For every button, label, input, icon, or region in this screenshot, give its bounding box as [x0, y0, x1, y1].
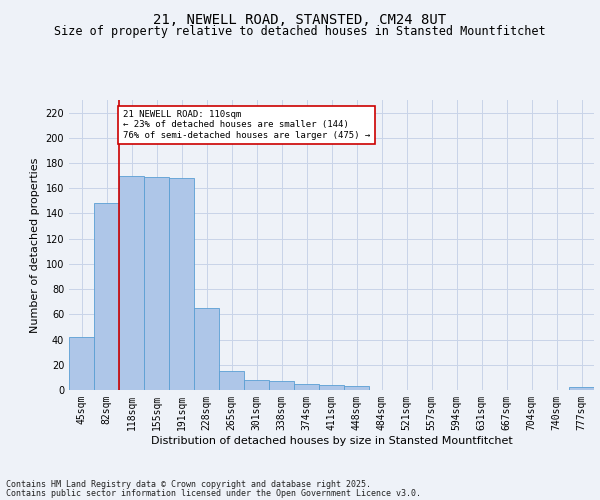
Text: Contains public sector information licensed under the Open Government Licence v3: Contains public sector information licen…	[6, 488, 421, 498]
X-axis label: Distribution of detached houses by size in Stansted Mountfitchet: Distribution of detached houses by size …	[151, 436, 512, 446]
Text: 21, NEWELL ROAD, STANSTED, CM24 8UT: 21, NEWELL ROAD, STANSTED, CM24 8UT	[154, 12, 446, 26]
Y-axis label: Number of detached properties: Number of detached properties	[30, 158, 40, 332]
Bar	[219, 371, 244, 390]
Bar	[94, 204, 119, 390]
Bar	[194, 308, 219, 390]
Bar	[319, 385, 344, 390]
Bar	[244, 380, 269, 390]
Bar	[119, 176, 144, 390]
Bar	[344, 386, 369, 390]
Bar	[144, 177, 169, 390]
Bar	[169, 178, 194, 390]
Text: 21 NEWELL ROAD: 110sqm
← 23% of detached houses are smaller (144)
76% of semi-de: 21 NEWELL ROAD: 110sqm ← 23% of detached…	[123, 110, 370, 140]
Text: Size of property relative to detached houses in Stansted Mountfitchet: Size of property relative to detached ho…	[54, 25, 546, 38]
Bar	[69, 337, 94, 390]
Bar	[294, 384, 319, 390]
Text: Contains HM Land Registry data © Crown copyright and database right 2025.: Contains HM Land Registry data © Crown c…	[6, 480, 371, 489]
Bar	[269, 381, 294, 390]
Bar	[569, 388, 594, 390]
